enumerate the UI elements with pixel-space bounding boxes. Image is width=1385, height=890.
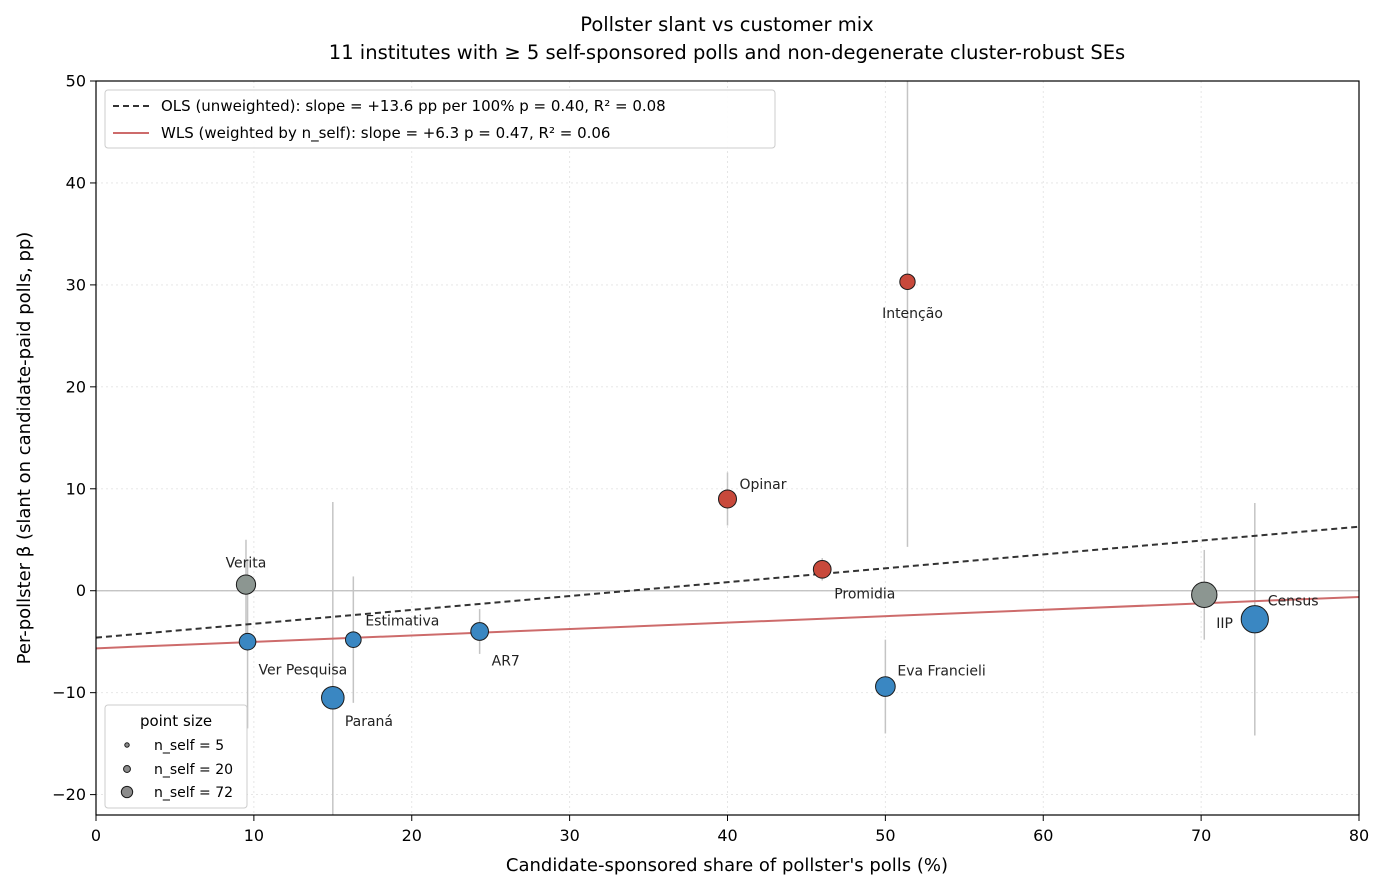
data-point — [875, 676, 896, 697]
chart-subtitle: 11 institutes with ≥ 5 self-sponsored po… — [329, 41, 1125, 64]
data-point — [899, 273, 916, 291]
size-legend-label: n_self = 20 — [154, 762, 233, 778]
point-label: Census — [1268, 593, 1319, 609]
size-legend-label: n_self = 5 — [154, 738, 224, 754]
size-legend-label: n_self = 72 — [154, 785, 233, 801]
y-tick-label: −10 — [52, 683, 86, 702]
y-tick-label: 0 — [76, 581, 86, 600]
fit-legend-box — [104, 89, 776, 149]
point-label: IIP — [1216, 616, 1233, 632]
point-label: Estimativa — [365, 614, 439, 630]
data-point — [470, 622, 489, 641]
wls-fit-line — [96, 595, 1359, 650]
data-point — [344, 631, 362, 648]
data-point — [238, 632, 257, 651]
point-label: Promidia — [834, 586, 895, 602]
point-label: Verita — [226, 556, 267, 572]
plot-area: Verita Ver Pesquisa Paraná Estimativa AR7 Opi… — [52, 72, 1369, 846]
x-axis-label: Candidate-sponsored share of pollster's … — [506, 855, 948, 876]
size-legend-box — [104, 704, 248, 809]
x-tick-label: 80 — [1349, 826, 1369, 845]
point-label: AR7 — [492, 654, 520, 670]
y-tick-label: 20 — [66, 377, 86, 396]
x-tick-label: 60 — [1033, 826, 1053, 845]
y-tick-label: 10 — [66, 479, 86, 498]
point-label: Opinar — [740, 477, 787, 493]
point-label: Ver Pesquisa — [259, 663, 348, 679]
y-tick-label: 50 — [66, 72, 86, 91]
chart-title: Pollster slant vs customer mix — [580, 13, 873, 36]
size-legend-marker — [120, 785, 134, 799]
clipped-layer — [96, 81, 1359, 815]
y-tick-label: 30 — [66, 275, 86, 294]
point-label: Eva Francieli — [897, 664, 985, 680]
data-point — [321, 685, 345, 710]
point-label: Paraná — [345, 714, 393, 730]
y-axis-label: Per-pollster β (slant on candidate-paid … — [14, 232, 35, 665]
x-tick-label: 50 — [875, 826, 895, 845]
x-tick-label: 20 — [402, 826, 422, 845]
size-legend-marker — [124, 742, 130, 748]
size-legend-title: point size — [140, 712, 212, 730]
ols-legend-label: OLS (unweighted): slope = +13.6 pp per 1… — [161, 97, 666, 115]
x-tick-label: 10 — [244, 826, 264, 845]
ols-fit-line — [96, 525, 1359, 639]
y-tick-label: −20 — [52, 785, 86, 804]
data-point — [1191, 581, 1218, 608]
data-point — [812, 559, 832, 579]
size-legend-marker — [123, 765, 131, 773]
data-point — [718, 489, 737, 509]
data-point — [1240, 605, 1269, 634]
y-tick-label: 40 — [66, 173, 86, 192]
point-label: Intenção — [882, 306, 943, 322]
data-point — [235, 574, 257, 595]
x-tick-label: 0 — [91, 826, 101, 845]
x-tick-label: 40 — [717, 826, 737, 845]
wls-legend-label: WLS (weighted by n_self): slope = +6.3 p… — [161, 124, 610, 143]
x-tick-label: 70 — [1191, 826, 1211, 845]
x-tick-label: 30 — [559, 826, 579, 845]
